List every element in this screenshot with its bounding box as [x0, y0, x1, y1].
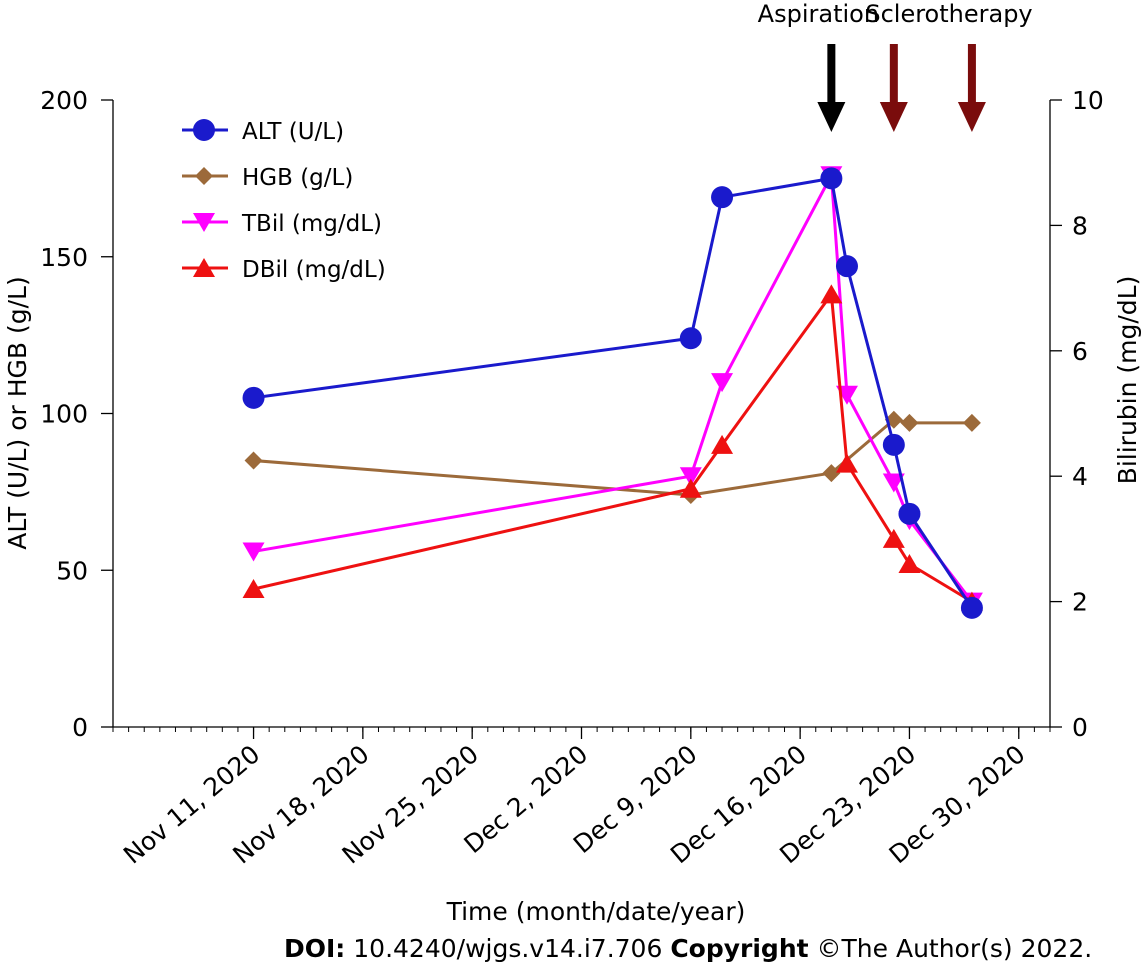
- doi-value: 10.4240/wjgs.v14.i7.706: [345, 934, 671, 963]
- legend-entry: ALT (U/L): [182, 119, 344, 145]
- series-alt: [242, 167, 983, 619]
- data-point-triangle-down: [711, 373, 734, 393]
- copyright-label: Copyright: [670, 934, 809, 963]
- left-tick-label: 100: [40, 400, 88, 429]
- data-point-diamond: [900, 413, 919, 432]
- data-point-triangle-up: [193, 258, 215, 277]
- series-line: [253, 176, 974, 609]
- data-point-triangle-up: [898, 553, 921, 573]
- procedure-arrow: [817, 44, 846, 132]
- data-point-circle: [898, 502, 921, 525]
- series-lines: [242, 166, 983, 619]
- left-axis-title: ALT (U/L) or HGB (g/L): [3, 276, 32, 549]
- left-tick-label: 200: [40, 86, 88, 115]
- data-point-triangle-down: [882, 473, 905, 493]
- data-point-diamond: [195, 167, 213, 185]
- right-tick-label: 4: [1072, 462, 1088, 491]
- data-point-diamond: [244, 451, 263, 470]
- series-dbil: [242, 284, 983, 611]
- legend-entry: TBil (mg/dL): [182, 211, 382, 237]
- data-point-triangle-up: [835, 453, 858, 473]
- left-tick-label: 150: [40, 243, 88, 272]
- data-point-triangle-up: [711, 434, 734, 454]
- data-point-triangle-down: [679, 467, 702, 487]
- data-point-triangle-up: [882, 528, 905, 548]
- legend-label: TBil (mg/dL): [241, 211, 382, 237]
- left-tick-label: 50: [56, 556, 88, 585]
- legend-label: DBil (mg/dL): [242, 257, 386, 283]
- aspiration-label: Aspiration: [758, 0, 879, 28]
- copyright-value: ©The Author(s) 2022.: [808, 934, 1093, 963]
- data-point-circle: [882, 433, 905, 456]
- legend-label: HGB (g/L): [242, 165, 353, 191]
- x-axis-title: Time (month/date/year): [446, 897, 746, 926]
- axes: [112, 100, 1051, 728]
- data-point-circle: [711, 186, 734, 209]
- series-line: [253, 418, 972, 497]
- data-point-triangle-up: [679, 478, 702, 498]
- legend-entry: HGB (g/L): [182, 165, 353, 191]
- right-tick-label: 2: [1072, 588, 1088, 617]
- procedure-arrow: [879, 44, 908, 132]
- procedure-arrow: [957, 44, 986, 132]
- series-line: [253, 292, 973, 603]
- right-tick-label: 6: [1072, 337, 1088, 366]
- data-point-diamond: [962, 413, 981, 432]
- right-tick-label: 0: [1072, 713, 1088, 742]
- arrow-head: [879, 102, 908, 132]
- data-point-triangle-up: [820, 284, 843, 304]
- right-tick-label: 10: [1072, 86, 1104, 115]
- legend-entry: DBil (mg/dL): [182, 257, 386, 283]
- data-point-circle: [835, 255, 858, 278]
- doi-copyright-footer: DOI: 10.4240/wjgs.v14.i7.706 Copyright ©…: [284, 934, 1092, 963]
- right-tick-label: 8: [1072, 211, 1088, 240]
- arrow-head: [817, 102, 846, 132]
- left-tick-label: 0: [72, 713, 88, 742]
- sclerotherapy-label: Sclerotherapy: [865, 0, 1032, 28]
- right-axis-title: Bilirubin (mg/dL): [1113, 276, 1142, 485]
- arrow-head: [957, 102, 986, 132]
- data-point-triangle-down: [242, 542, 265, 562]
- data-point-circle: [242, 386, 265, 409]
- data-point-diamond: [822, 464, 841, 483]
- data-point-triangle-down: [193, 213, 215, 232]
- data-point-circle: [960, 596, 983, 619]
- series-line: [253, 173, 974, 603]
- legend: ALT (U/L) HGB (g/L) TBil (mg/dL) DBil (mg/d…: [182, 119, 386, 283]
- doi-label: DOI:: [284, 934, 346, 963]
- data-point-circle: [679, 327, 702, 350]
- legend-label: ALT (U/L): [242, 119, 344, 145]
- data-point-triangle-up: [242, 579, 265, 599]
- data-point-circle: [193, 119, 215, 141]
- data-point-circle: [820, 167, 843, 190]
